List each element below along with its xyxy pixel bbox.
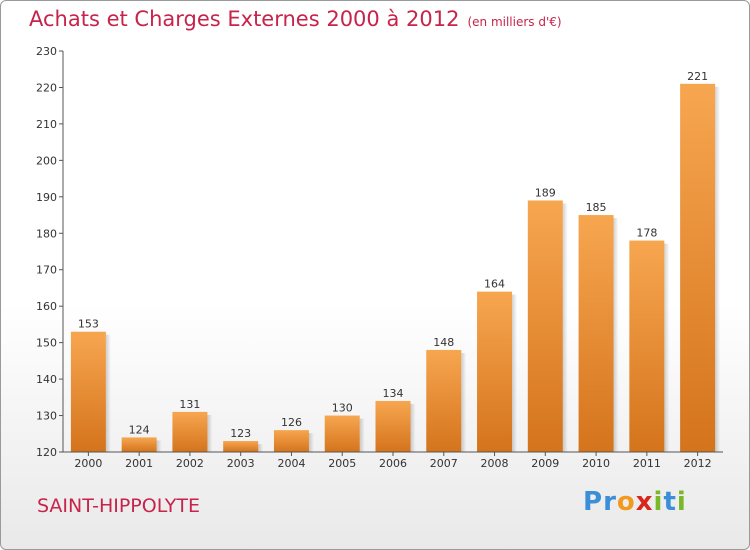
logo-letter: t xyxy=(663,487,677,517)
axes-group: 120 130 140 150 160 170 180 190 200 210 220 230 xyxy=(36,45,723,459)
bar-shadow xyxy=(664,243,670,452)
bar[interactable] xyxy=(629,240,665,452)
bar[interactable] xyxy=(172,411,208,452)
bar[interactable] xyxy=(426,349,462,452)
bar-shadow xyxy=(461,352,467,452)
x-tick-label: 2008 xyxy=(481,457,509,470)
bar[interactable] xyxy=(375,400,411,452)
logo-letter: i xyxy=(676,487,687,517)
bar-value-label: 131 xyxy=(179,398,200,411)
bar-shadow xyxy=(359,418,365,452)
bar-value-label: 124 xyxy=(129,423,150,436)
bar-value-label: 148 xyxy=(433,336,454,349)
bar[interactable] xyxy=(223,441,259,452)
bar[interactable] xyxy=(527,200,563,452)
bar-shadow xyxy=(105,334,111,452)
y-tick-label: 200 xyxy=(36,154,57,167)
bar-shadow xyxy=(512,294,518,452)
logo-letter: P xyxy=(583,487,604,517)
x-tick-label: 2009 xyxy=(531,457,559,470)
y-tick-label: 120 xyxy=(36,446,57,459)
city-name: SAINT-HIPPOLYTE xyxy=(37,495,200,517)
x-tick-label: 2000 xyxy=(74,457,102,470)
proxiti-logo[interactable]: Proxiti xyxy=(583,487,687,517)
logo-letter: r xyxy=(603,487,617,517)
x-tick-label: 2011 xyxy=(633,457,661,470)
chart-title: Achats et Charges Externes 2000 à 2012 (e… xyxy=(29,7,562,31)
y-tick-label: 130 xyxy=(36,410,57,423)
x-tick-label: 2006 xyxy=(379,457,407,470)
logo-letter: o xyxy=(616,487,636,517)
bar[interactable] xyxy=(121,437,157,452)
x-tick-label: 2002 xyxy=(176,457,204,470)
x-tick-label: 2007 xyxy=(430,457,458,470)
bar-shadow xyxy=(258,444,264,452)
y-tick-label: 140 xyxy=(36,373,57,386)
x-tick-label: 2005 xyxy=(328,457,356,470)
y-tick-label: 230 xyxy=(36,45,57,58)
bar-shadow xyxy=(562,203,568,452)
bar-shadow xyxy=(715,86,721,453)
bar[interactable] xyxy=(273,430,309,452)
bar-shadow xyxy=(156,440,162,452)
bar-value-label: 123 xyxy=(230,427,251,440)
bar-value-label: 130 xyxy=(332,402,353,415)
chart-title-text: Achats et Charges Externes 2000 à 2012 xyxy=(29,7,460,31)
y-tick-label: 160 xyxy=(36,300,57,313)
bar[interactable] xyxy=(578,215,614,452)
bar[interactable] xyxy=(324,415,360,452)
y-tick-label: 190 xyxy=(36,191,57,204)
x-tick-label: 2001 xyxy=(125,457,153,470)
bar[interactable] xyxy=(477,291,513,452)
bar[interactable] xyxy=(680,83,716,453)
y-tick-label: 170 xyxy=(36,264,57,277)
bars-group xyxy=(70,83,721,453)
bar-value-label: 178 xyxy=(636,227,657,240)
bar-value-label: 164 xyxy=(484,278,505,291)
y-tick-label: 220 xyxy=(36,81,57,94)
x-tick-label: 2012 xyxy=(684,457,712,470)
logo-letter: x xyxy=(635,487,654,517)
bar-shadow xyxy=(308,433,314,452)
bar-shadow xyxy=(613,218,619,452)
bar-shadow xyxy=(207,414,213,452)
chart-subtitle: (en milliers d'€) xyxy=(467,15,562,29)
bar-value-label: 134 xyxy=(383,387,404,400)
y-tick-label: 180 xyxy=(36,227,57,240)
bar[interactable] xyxy=(70,331,106,452)
bar-value-label: 153 xyxy=(78,318,99,331)
bar-value-label: 126 xyxy=(281,416,302,429)
x-tick-label: 2010 xyxy=(582,457,610,470)
logo-letter: i xyxy=(653,487,664,517)
x-tick-label: 2003 xyxy=(227,457,255,470)
x-tick-label: 2004 xyxy=(277,457,305,470)
labels-group: 2000 153 2001 124 2002 131 2003 123 2004 126 2005 1… xyxy=(74,70,711,470)
bar-value-label: 221 xyxy=(687,70,708,83)
bar-shadow xyxy=(410,403,416,452)
bar-value-label: 189 xyxy=(535,186,556,199)
y-tick-label: 210 xyxy=(36,118,57,131)
bar-value-label: 185 xyxy=(586,201,607,214)
y-tick-label: 150 xyxy=(36,337,57,350)
